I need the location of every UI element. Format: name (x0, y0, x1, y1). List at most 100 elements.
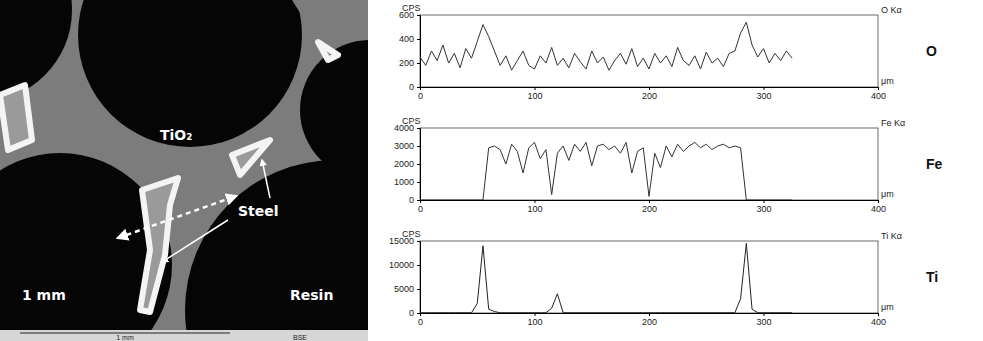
y-tick: 2000 (394, 159, 420, 169)
y-tick-mark (417, 241, 420, 242)
figure: TiO₂ Steel Resin 1 mm 1 mm BSE 0 100 200 300 400 0 2… (0, 0, 983, 341)
x-tick-label: 200 (642, 91, 657, 101)
element-label: Ti (926, 269, 938, 285)
y-tick: 400 (399, 34, 420, 44)
scan-line-arrow (118, 196, 236, 238)
line-trace (420, 142, 792, 200)
element-label: O (926, 43, 937, 59)
steel-strut (140, 178, 178, 312)
x-tick-mark (764, 200, 765, 203)
y-tick: 0 (409, 195, 420, 205)
x-tick: 400 (871, 313, 886, 327)
line-scan-panel: 0100200300400050001000015000CPSμmTi KαTi (389, 229, 938, 327)
chart-title: O Kα (881, 5, 902, 15)
x-tick-label: 0 (418, 91, 423, 101)
x-axis-title: μm (881, 76, 894, 86)
x-axis-line (421, 314, 879, 317)
x-tick-mark (878, 200, 879, 203)
steel-strut (0, 85, 32, 150)
plot-frame (420, 15, 878, 87)
y-axis: 01000200030004000 (394, 123, 421, 205)
y-tick-mark (417, 200, 420, 201)
y-axis-line (417, 129, 421, 201)
y-tick-mark (417, 63, 420, 64)
tio2-strut (292, 0, 368, 45)
line-scan-panel: 010020030040001000200030004000CPSμmFe Kα… (394, 116, 943, 214)
x-tick: 0 (418, 87, 423, 101)
y-axis-line (417, 16, 421, 88)
x-tick-label: 300 (756, 204, 771, 214)
steel-strut (318, 42, 338, 60)
y-axis: 0200400600 (399, 10, 421, 92)
x-tick: 100 (527, 87, 542, 101)
y-tick: 10000 (389, 260, 420, 270)
x-tick: 200 (642, 87, 657, 101)
y-tick-label: 2000 (394, 159, 414, 169)
y-tick-label: 5000 (394, 284, 414, 294)
tio2-label: TiO₂ (160, 127, 192, 143)
x-tick-label: 300 (756, 91, 771, 101)
x-tick-mark (764, 313, 765, 316)
y-tick: 1000 (394, 177, 420, 187)
steel-arrow (262, 160, 270, 198)
line-trace (420, 243, 792, 312)
y-tick-label: 10000 (389, 260, 414, 270)
y-axis-line (417, 242, 421, 314)
x-tick: 400 (871, 87, 886, 101)
resin-label: Resin (290, 287, 333, 303)
steel-arrow (162, 220, 228, 262)
plot-frame (420, 241, 878, 313)
x-tick: 100 (527, 313, 542, 327)
x-axis: 0 100 200 300 400 (418, 87, 886, 101)
y-tick-label: 1000 (394, 177, 414, 187)
x-axis: 0 100 200 300 400 (418, 313, 886, 327)
x-tick-mark (535, 200, 536, 203)
x-tick: 300 (756, 200, 771, 214)
x-tick: 100 (527, 200, 542, 214)
y-tick-label: 3000 (394, 141, 414, 151)
x-tick: 0 (418, 200, 423, 214)
x-tick-mark (649, 87, 650, 90)
scale-label: 1 mm (22, 287, 66, 303)
steel-label: Steel (238, 203, 279, 219)
x-axis-title: μm (881, 302, 894, 312)
y-tick: 3000 (394, 141, 420, 151)
x-tick: 200 (642, 200, 657, 214)
y-tick: 0 (409, 308, 420, 318)
y-tick-mark (417, 87, 420, 88)
y-axis-title: CPS (402, 116, 421, 126)
x-tick-mark (649, 200, 650, 203)
y-tick-mark (417, 289, 420, 290)
x-tick: 300 (756, 313, 771, 327)
x-tick-label: 100 (527, 204, 542, 214)
plot-frame (420, 128, 878, 200)
y-tick-label: 0 (409, 308, 414, 318)
x-tick-mark (764, 87, 765, 90)
x-tick: 300 (756, 87, 771, 101)
micrograph: TiO₂ Steel Resin 1 mm 1 mm BSE (0, 0, 485, 341)
x-tick-mark (535, 313, 536, 316)
y-tick-label: 0 (409, 195, 414, 205)
line-trace (420, 22, 792, 70)
y-axis: 050001000015000 (389, 236, 421, 318)
resin-pore (300, 40, 368, 180)
x-tick-label: 0 (418, 204, 423, 214)
x-tick: 400 (871, 200, 886, 214)
info-strip (0, 330, 368, 341)
resin-pore (0, 0, 72, 102)
y-tick: 200 (399, 58, 420, 68)
x-tick: 200 (642, 313, 657, 327)
y-axis-title: CPS (402, 3, 421, 13)
chart-title: Fe Kα (881, 118, 905, 128)
plot-area (420, 243, 792, 312)
scale-bar-label: 1 mm (116, 334, 134, 341)
x-tick-label: 100 (527, 91, 542, 101)
x-tick-label: 100 (527, 317, 542, 327)
x-tick-label: 400 (871, 317, 886, 327)
x-axis: 0 100 200 300 400 (418, 200, 886, 214)
x-tick-label: 0 (418, 317, 423, 327)
resin-pore (78, 0, 302, 147)
y-tick-mark (417, 39, 420, 40)
detector-label: BSE (293, 334, 307, 341)
x-tick-label: 400 (871, 91, 886, 101)
